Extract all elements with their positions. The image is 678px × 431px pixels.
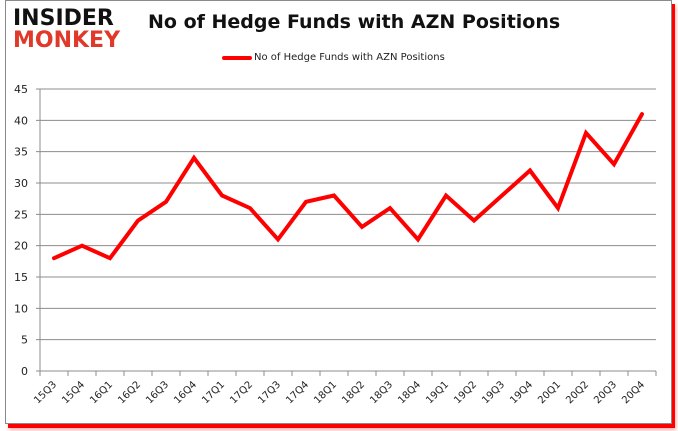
x-tick-label: 20Q1 — [536, 379, 563, 406]
x-tick-label: 19Q1 — [424, 379, 451, 406]
x-tick-label: 17Q3 — [256, 379, 283, 406]
x-tick-label: 17Q2 — [228, 379, 255, 406]
x-tick-label: 16Q2 — [116, 379, 143, 406]
x-tick-label: 19Q4 — [508, 379, 535, 406]
y-axis: 0 5 10 15 20 25 30 35 40 45 — [14, 83, 41, 378]
x-tick-label: 18Q1 — [312, 379, 339, 406]
logo-line-1: INSIDER — [13, 6, 114, 31]
x-tick-label: 16Q3 — [144, 379, 171, 406]
x-tick-label: 18Q4 — [396, 379, 423, 406]
y-tick-label: 35 — [14, 146, 28, 159]
insider-monkey-logo: INSIDER MONKEY — [13, 8, 125, 54]
x-tick-label: 20Q3 — [592, 379, 619, 406]
chart-frame — [5, 0, 672, 424]
x-tick-label: 15Q3 — [32, 379, 59, 406]
y-tick-label: 10 — [14, 302, 28, 315]
y-tick-label: 25 — [14, 208, 28, 221]
x-tick-label: 16Q4 — [172, 379, 199, 406]
series-line — [52, 112, 644, 261]
y-tick-label: 15 — [14, 271, 28, 284]
y-tick-label: 40 — [14, 114, 28, 127]
x-tick-label: 17Q1 — [200, 379, 227, 406]
x-tick-label: 20Q4 — [620, 379, 647, 406]
x-axis: 15Q3 15Q4 16Q1 16Q2 16Q3 16Q4 17Q1 17Q2 17Q3 17Q4… — [32, 371, 657, 406]
y-tick-label: 0 — [21, 365, 28, 378]
y-tick-label: 5 — [21, 334, 28, 347]
x-tick-label: 17Q4 — [284, 379, 311, 406]
x-tick-label: 20Q2 — [564, 379, 591, 406]
legend-line-swatch — [222, 55, 252, 60]
x-tick-label: 19Q2 — [452, 379, 479, 406]
gridlines — [36, 88, 656, 372]
x-tick-label: 18Q2 — [340, 379, 367, 406]
legend: No of Hedge Funds with AZN Positions — [222, 52, 445, 63]
logo-line-2: MONKEY — [13, 28, 121, 53]
x-tick-label: 16Q1 — [88, 379, 115, 406]
legend-label: No of Hedge Funds with AZN Positions — [254, 52, 445, 63]
y-tick-label: 45 — [14, 83, 28, 96]
y-tick-label: 20 — [14, 240, 28, 253]
x-tick-label: 15Q4 — [60, 379, 87, 406]
x-tick-label: 18Q3 — [368, 379, 395, 406]
x-tick-label: 19Q3 — [480, 379, 507, 406]
chart-title: No of Hedge Funds with AZN Positions — [148, 11, 561, 33]
y-tick-label: 30 — [14, 177, 28, 190]
